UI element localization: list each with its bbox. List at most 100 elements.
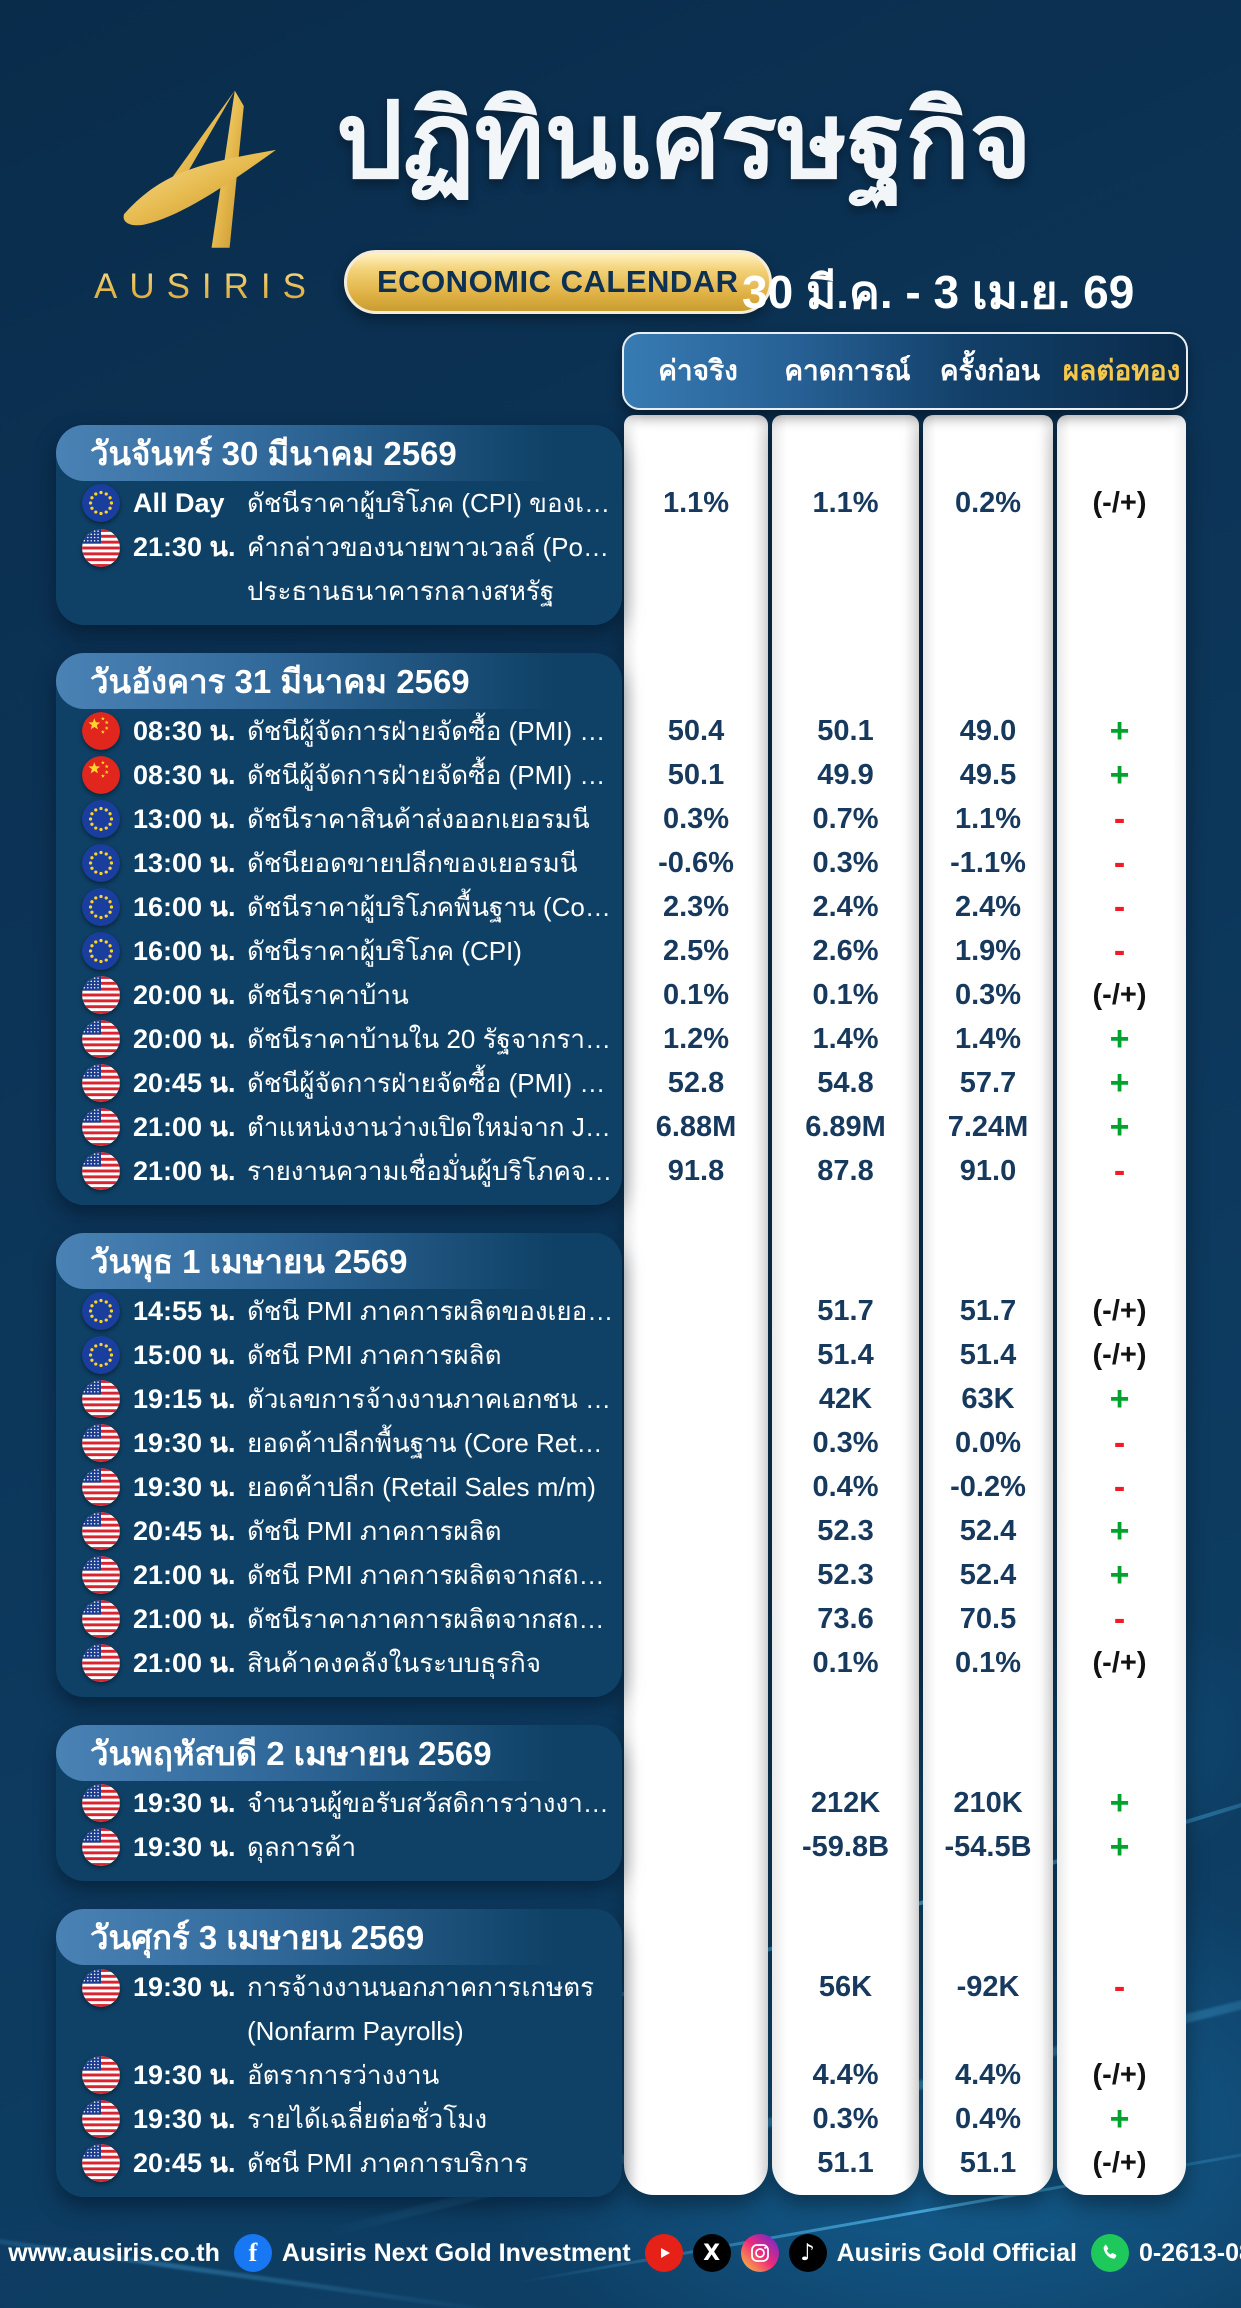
previous-value: 52.4 (959, 1558, 1017, 1591)
youtube-icon[interactable] (644, 2234, 683, 2272)
event-text: 15:00 น. ดัชนี PMI ภาคการผลิต (133, 1333, 501, 1377)
value-row: 0.4% -0.2% - (622, 1465, 1188, 1509)
instagram-icon[interactable] (740, 2234, 779, 2272)
event-row: 21:00 น. ตำแหน่งงานว่างเปิดใหม่จาก JOLTs (56, 1105, 622, 1149)
event-row: 19:30 น. ดุลการค้า (56, 1825, 622, 1869)
x-twitter-icon[interactable]: X (692, 2234, 731, 2272)
us-flag-icon (82, 1784, 120, 1822)
phone-group: 0-2613-0888 (1090, 2234, 1241, 2272)
event-time: 20:45 น. (133, 1068, 236, 1098)
us-flag-icon (82, 529, 120, 567)
day-section: วันจันทร์ 30 มีนาคม 2569 All Day ดัชนีราคา… (0, 425, 1241, 625)
gold-effect-value: - (1113, 1467, 1126, 1506)
value-row: 2.3% 2.4% 2.4% - (622, 885, 1188, 929)
phone-number[interactable]: 0-2613-0888 (1138, 2238, 1241, 2267)
phone-icon[interactable] (1090, 2234, 1129, 2272)
values-spacer (622, 653, 1188, 709)
forecast-value: 0.4% (812, 1470, 879, 1503)
value-row: 51.1 51.1 (-/+) (622, 2141, 1188, 2185)
event-line: 19:30 น. จำนวนผู้ขอรับสวัสดิการว่างงานราย… (133, 1781, 614, 1825)
values-spacer (622, 1909, 1188, 1965)
facebook-icon[interactable]: f (233, 2234, 272, 2272)
values-spacer (622, 425, 1188, 481)
event-time: 21:00 น. (133, 1156, 236, 1186)
event-time: 16:00 น. (133, 892, 236, 922)
event-time: 19:30 น. (133, 1972, 236, 2002)
us-flag-icon (82, 1064, 120, 1102)
footer-bar: www.ausiris.co.th f Ausiris Next Gold In… (0, 2234, 1241, 2272)
social-account-name[interactable]: Ausiris Gold Official (836, 2238, 1077, 2267)
eu-flag-icon (82, 1336, 120, 1374)
event-row: 21:00 น. สินค้าคงคลังในระบบธุรกิจ (56, 1641, 622, 1685)
actual-value: 2.5% (662, 934, 730, 967)
tiktok-icon[interactable]: ♪ (788, 2234, 827, 2272)
event-line: 19:30 น. ดุลการค้า (133, 1825, 356, 1869)
website-link[interactable]: www.ausiris.co.th (8, 2238, 220, 2267)
event-time: 20:00 น. (133, 980, 236, 1010)
gold-effect-value: + (1109, 1555, 1130, 1594)
value-row: 52.3 52.4 + (622, 1553, 1188, 1597)
value-row: 42K 63K + (622, 1377, 1188, 1421)
event-time: 20:45 น. (133, 2148, 236, 2178)
facebook-page-name[interactable]: Ausiris Next Gold Investment (281, 2238, 631, 2267)
col-header-gold-effect: ผลต่อทอง (1062, 355, 1181, 386)
event-text: 13:00 น. ดัชนียอดขายปลีกของเยอรมนี (133, 841, 578, 885)
gold-effect-value: + (1109, 1827, 1130, 1866)
previous-value: 51.4 (959, 1338, 1017, 1371)
event-line: 21:00 น. ตำแหน่งงานว่างเปิดใหม่จาก JOLTs (133, 1105, 614, 1149)
event-row: 08:30 น. ดัชนีผู้จัดการฝ่ายจัดซื้อ (PMI) … (56, 709, 622, 753)
forecast-value: 4.4% (812, 2058, 879, 2091)
event-row: 21:00 น. ดัชนีราคาภาคการผลิตจากสถาบัน ISM (56, 1597, 622, 1641)
event-row: 19:30 น. ยอดค้าปลีกพื้นฐาน (Core Retail S… (56, 1421, 622, 1465)
values-spacer (622, 1233, 1188, 1289)
previous-value: 91.0 (959, 1154, 1017, 1187)
gold-effect-value: - (1113, 1599, 1126, 1638)
event-line: 20:00 น. ดัชนีราคาบ้านใน 20 รัฐจากรายงานข… (133, 1017, 614, 1061)
previous-value: 1.4% (954, 1022, 1022, 1055)
website-group: www.ausiris.co.th (0, 2234, 220, 2272)
forecast-value: 0.3% (812, 1426, 879, 1459)
gold-effect-value: - (1113, 887, 1126, 926)
value-row: -0.6% 0.3% -1.1% - (622, 841, 1188, 885)
event-title: ดัชนีราคาภาคการผลิตจากสถาบัน ISM (247, 1604, 614, 1634)
gold-effect-value: + (1109, 755, 1130, 794)
us-flag-icon (82, 2144, 120, 2182)
event-title: ตัวเลขการจ้างงานภาคเอกชน จาก ADP (247, 1384, 614, 1414)
previous-value: 63K (961, 1382, 1015, 1415)
day-values: 1.1% 1.1% 0.2% (-/+) (622, 425, 1188, 613)
previous-value: 4.4% (954, 2058, 1022, 2091)
gold-effect-value: (-/+) (1092, 1338, 1147, 1371)
social-group: X ♪ Ausiris Gold Official (644, 2234, 1077, 2272)
us-flag-icon (82, 1380, 120, 1418)
value-row: 73.6 70.5 - (622, 1597, 1188, 1641)
value-row: 6.88M 6.89M 7.24M + (622, 1105, 1188, 1149)
event-time: 08:30 น. (133, 760, 236, 790)
forecast-value: 1.4% (812, 1022, 879, 1055)
event-time: 16:00 น. (133, 936, 236, 966)
event-line: All Day ดัชนีราคาผู้บริโภค (CPI) ของเยอรม… (133, 481, 614, 525)
forecast-value: 52.3 (817, 1514, 874, 1547)
previous-value: 70.5 (959, 1602, 1017, 1635)
event-row: 20:00 น. ดัชนีราคาบ้าน (56, 973, 622, 1017)
event-title: การจ้างงานนอกภาคการเกษตร (247, 1972, 595, 2002)
gold-effect-value: + (1109, 1379, 1130, 1418)
previous-value: 51.7 (959, 1294, 1017, 1327)
event-line: 14:55 น. ดัชนี PMI ภาคการผลิตของเยอรมนี (133, 1289, 614, 1333)
forecast-value: 0.7% (812, 802, 879, 835)
previous-value: 0.1% (954, 1646, 1022, 1679)
forecast-value: 0.3% (812, 2102, 879, 2135)
previous-value: 0.0% (954, 1426, 1022, 1459)
value-row: 4.4% 4.4% (-/+) (622, 2053, 1188, 2097)
forecast-value: 212K (810, 1786, 881, 1819)
previous-value: 49.5 (959, 758, 1017, 791)
value-row: 0.1% 0.1% (-/+) (622, 1641, 1188, 1685)
actual-value: 0.3% (662, 802, 730, 835)
forecast-value: 1.1% (812, 486, 879, 519)
event-row: 13:00 น. ดัชนียอดขายปลีกของเยอรมนี (56, 841, 622, 885)
col-header-previous: ครั้งก่อน (939, 355, 1041, 386)
event-line: 20:45 น. ดัชนี PMI ภาคการบริการ (133, 2141, 528, 2185)
event-row: 19:30 น. การจ้างงานนอกภาคการเกษตร (Nonfarm… (56, 1965, 622, 2053)
event-line: 19:30 น. ยอดค้าปลีกพื้นฐาน (Core Retail S… (133, 1421, 614, 1465)
previous-value: 0.4% (954, 2102, 1022, 2135)
forecast-value: 51.7 (817, 1294, 874, 1327)
